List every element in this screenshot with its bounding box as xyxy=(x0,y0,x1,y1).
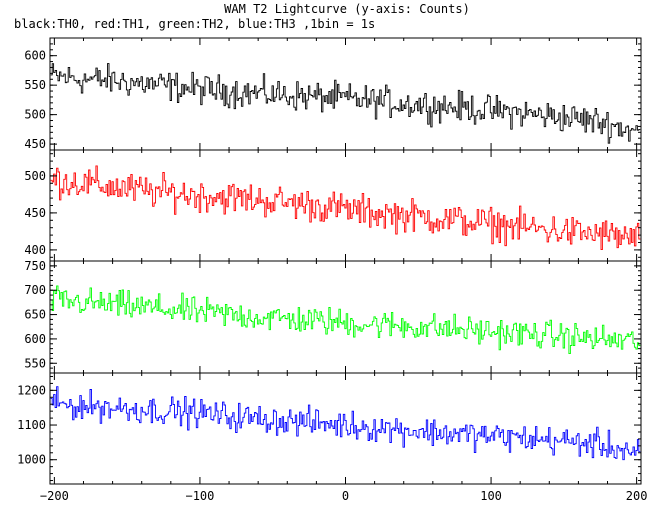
series-line-0-0 xyxy=(50,63,641,144)
y-tick-label: 1000 xyxy=(17,453,46,467)
panel-1: 400 450 500 xyxy=(24,149,642,262)
y-tick-label: 600 xyxy=(24,49,46,63)
panel-frame-2 xyxy=(49,260,642,374)
x-axis: −200 −100 0 100 200 xyxy=(40,489,648,503)
series-line-3-0 xyxy=(50,386,641,461)
y-tick-label: 1100 xyxy=(17,418,46,432)
chart-title: WAM T2 Lightcurve (y-axis: Counts) xyxy=(224,2,470,16)
y-tick-label: 700 xyxy=(24,283,46,297)
panel-3: 1000 1100 1200 xyxy=(17,372,642,485)
y-tick-label: 750 xyxy=(24,259,46,273)
y-tick-label: 650 xyxy=(24,308,46,322)
x-tick-label: −100 xyxy=(185,489,214,503)
x-tick-label: 100 xyxy=(480,489,502,503)
panel-frame-0 xyxy=(49,37,642,151)
y-tick-label: 550 xyxy=(24,78,46,92)
panel-frame-3 xyxy=(49,372,642,485)
y-tick-label: 450 xyxy=(24,137,46,151)
panel-0: 450 500 550 600 xyxy=(24,37,642,151)
x-tick-label: 0 xyxy=(342,489,349,503)
lightcurve-panels: 450 500 550 600 400 450 500 550 600 650 700 750 1000… xyxy=(17,37,642,485)
y-tick-label: 550 xyxy=(24,356,46,370)
series-line-2-0 xyxy=(50,285,641,355)
chart-subtitle: black:TH0, red:TH1, green:TH2, blue:TH3 … xyxy=(14,17,375,31)
x-tick-label: −200 xyxy=(40,489,69,503)
y-tick-label: 600 xyxy=(24,332,46,346)
y-tick-label: 500 xyxy=(24,108,46,122)
panel-frame-1 xyxy=(49,149,642,262)
panel-2: 550 600 650 700 750 xyxy=(24,259,642,374)
y-tick-label: 1200 xyxy=(17,383,46,397)
x-tick-label: 200 xyxy=(626,489,648,503)
series-line-1-0 xyxy=(50,165,641,251)
y-tick-label: 500 xyxy=(24,169,46,183)
y-tick-label: 400 xyxy=(24,243,46,257)
y-tick-label: 450 xyxy=(24,206,46,220)
